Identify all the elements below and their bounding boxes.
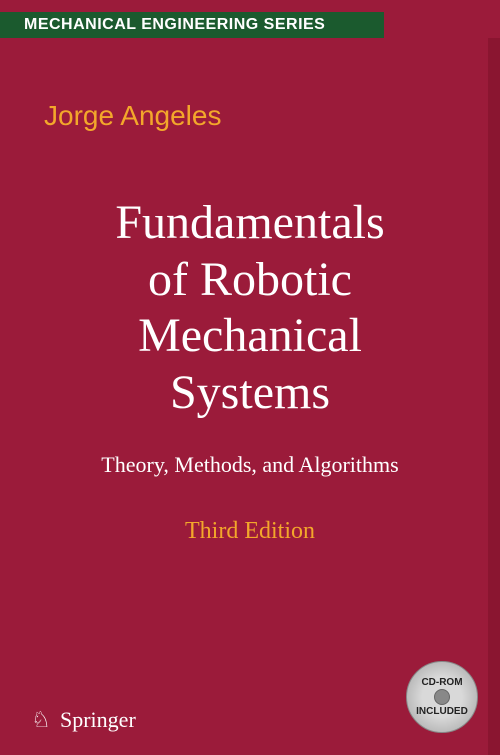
cdrom-label-bottom: INCLUDED xyxy=(416,706,468,717)
logo-glyph: ♘ xyxy=(31,707,51,733)
title-line-1: Fundamentals xyxy=(0,195,500,252)
title-block: Fundamentals of Robotic Mechanical Syste… xyxy=(0,195,500,422)
publisher-name: Springer xyxy=(60,707,136,733)
author-name: Jorge Angeles xyxy=(44,100,221,132)
book-cover: MECHANICAL ENGINEERING SERIES Jorge Ange… xyxy=(0,0,500,755)
title-line-3: Mechanical xyxy=(0,308,500,365)
edition-label: Third Edition xyxy=(0,518,500,545)
title-line-2: of Robotic xyxy=(0,252,500,309)
cdrom-label-top: CD-ROM xyxy=(421,677,462,688)
publisher-block: ♘ Springer xyxy=(28,707,136,733)
subtitle: Theory, Methods, and Algorithms xyxy=(0,452,500,478)
title-line-4: Systems xyxy=(0,365,500,422)
series-label: MECHANICAL ENGINEERING SERIES xyxy=(24,16,325,34)
series-bar: MECHANICAL ENGINEERING SERIES xyxy=(0,12,384,38)
springer-horse-icon: ♘ xyxy=(28,707,54,733)
cdrom-badge: CD-ROM INCLUDED xyxy=(406,661,478,733)
